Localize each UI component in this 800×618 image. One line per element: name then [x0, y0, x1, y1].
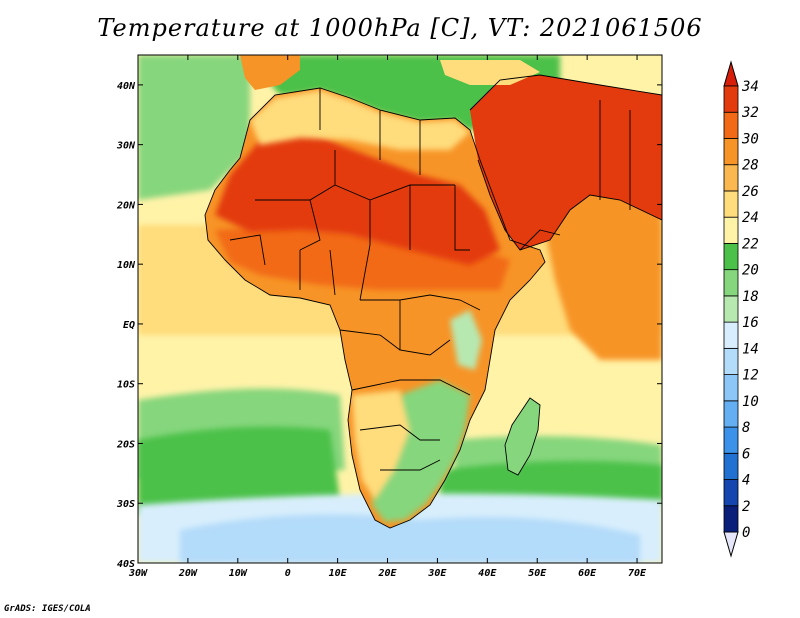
- land-turkey: [440, 60, 540, 85]
- y-tick-label: 10N: [117, 260, 136, 271]
- colorbar-bin: [723, 111, 739, 139]
- colorbar-bin: [723, 505, 739, 533]
- colorbar-under-triangle: [723, 531, 739, 558]
- colorbar-bin: [723, 400, 739, 428]
- land-madagascar: [505, 398, 540, 475]
- x-tick-label: 60E: [578, 568, 597, 579]
- map-title: Temperature at 1000hPa [C], VT: 20210615…: [97, 14, 703, 42]
- colorbar-bin: [723, 85, 739, 113]
- colorbar-bin: [723, 269, 739, 297]
- colorbar-bin: [723, 243, 739, 271]
- y-tick-label: 30S: [116, 499, 135, 510]
- colorbar-label: 16: [742, 315, 759, 331]
- field-north-atlantic: [138, 55, 250, 200]
- grads-credit: GrADS: IGES/COLA: [4, 604, 91, 614]
- colorbar-label: 30: [741, 131, 759, 147]
- country-borders: [204, 74, 662, 529]
- colorbar-label: 28: [742, 158, 759, 174]
- colorbar-label: 0: [742, 525, 750, 541]
- colorbar-label: 32: [741, 105, 759, 121]
- colorbar-label: 8: [742, 420, 750, 436]
- field-kalahari: [352, 390, 410, 500]
- y-tick-label: 10S: [117, 380, 135, 391]
- y-tick-label: 40S: [117, 559, 135, 570]
- colorbar-label: 26: [742, 184, 759, 200]
- colorbar-bin: [723, 138, 739, 166]
- x-tick-label: 10E: [329, 568, 348, 579]
- colorbar-bin: [723, 190, 739, 218]
- colorbar-bin: [723, 347, 739, 375]
- field-north-coast: [250, 90, 470, 150]
- x-tick-label: 30E: [427, 568, 447, 579]
- colorbar-label: 20: [742, 263, 759, 279]
- colorbar-label: 34: [741, 79, 759, 95]
- land-arabia: [470, 75, 662, 250]
- colorbar-bin: [723, 452, 739, 480]
- field-east-highlands: [450, 310, 482, 370]
- colorbar-over-triangle: [723, 60, 739, 87]
- colorbar-label: 10: [742, 394, 759, 410]
- field-sahel: [215, 225, 510, 290]
- field-ocean-south-band: [138, 426, 662, 515]
- x-tick-label: 70E: [628, 568, 647, 579]
- y-tick-label: EQ: [123, 320, 135, 331]
- colorbar-bin: [723, 321, 739, 349]
- colorbar-label: 14: [742, 341, 759, 357]
- y-tick-label: 40N: [117, 81, 136, 92]
- colorbar-label: 12: [742, 368, 759, 384]
- x-tick-label: 40E: [478, 568, 497, 579]
- y-tick-label: 20N: [116, 200, 136, 211]
- plot-frame: [137, 54, 663, 564]
- colorbar-bin: [723, 216, 739, 244]
- colorbar-label: 24: [742, 210, 759, 226]
- y-tick-label: 30N: [116, 141, 136, 152]
- x-tick-label: 10W: [229, 568, 248, 579]
- x-tick-label: 20E: [377, 568, 397, 579]
- colorbar-label: 6: [742, 446, 750, 462]
- colorbar-label: 22: [742, 236, 759, 252]
- y-axis: 40N 30N 20N 10N EQ 10S 20S 30S 40S: [116, 81, 662, 570]
- x-tick-label: 30W: [128, 568, 148, 579]
- colorbar-label: 2: [742, 499, 750, 515]
- land-iberia: [240, 55, 300, 90]
- x-axis: 30W 20W 10W 0 10E 20E 30E 40E 50E 60E 70E: [128, 55, 647, 579]
- colorbar-bin: [723, 164, 739, 192]
- x-tick-label: 20W: [178, 568, 198, 579]
- x-tick-label: 0: [285, 568, 291, 579]
- x-tick-label: 50E: [528, 568, 547, 579]
- y-tick-label: 20S: [116, 439, 135, 450]
- colorbar-bin: [723, 479, 739, 507]
- colorbar-bin: [723, 374, 739, 402]
- colorbar-label: 4: [742, 473, 750, 489]
- colorbar-bin: [723, 426, 739, 454]
- field-ocean-south-cold: [180, 514, 640, 563]
- colorbar-label: 18: [742, 289, 759, 305]
- colorbar-bin: [723, 295, 739, 323]
- plot-area: [138, 55, 662, 563]
